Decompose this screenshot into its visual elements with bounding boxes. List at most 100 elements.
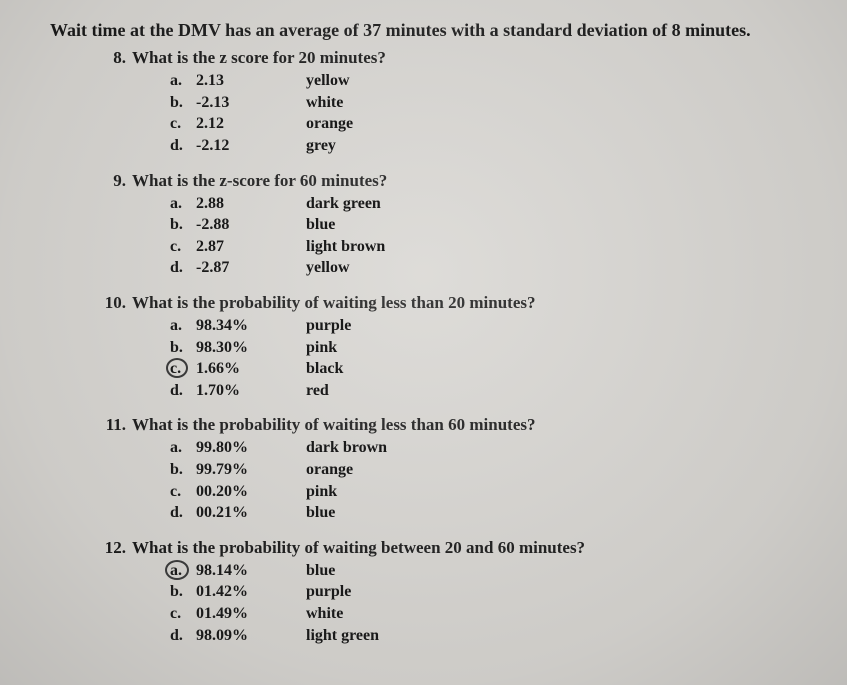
option-value: -2.12 bbox=[196, 135, 306, 157]
option-value: 2.88 bbox=[196, 193, 306, 215]
question-row: 8.What is the z score for 20 minutes? bbox=[104, 48, 817, 68]
option-row: b.01.42%purple bbox=[170, 581, 817, 603]
option-value: -2.87 bbox=[196, 257, 306, 279]
options-list: a.99.80%dark brownb.99.79%orangec.00.20%… bbox=[170, 437, 817, 523]
option-color: red bbox=[306, 380, 329, 402]
question-number: 8. bbox=[104, 48, 132, 68]
option-row: c.01.49%white bbox=[170, 603, 817, 625]
option-letter: a. bbox=[170, 437, 196, 459]
option-value: 01.42% bbox=[196, 581, 306, 603]
question-row: 9.What is the z-score for 60 minutes? bbox=[104, 171, 817, 191]
options-list: a.2.13yellowb.-2.13whitec.2.12oranged.-2… bbox=[170, 70, 817, 156]
question-text: What is the z-score for 60 minutes? bbox=[132, 171, 387, 191]
option-value: 01.49% bbox=[196, 603, 306, 625]
option-row: c.2.12orange bbox=[170, 113, 817, 135]
option-value: 98.34% bbox=[196, 315, 306, 337]
question-block: 9.What is the z-score for 60 minutes?a.2… bbox=[50, 171, 817, 279]
question-block: 10.What is the probability of waiting le… bbox=[50, 293, 817, 401]
option-letter: c. bbox=[170, 358, 196, 380]
intro-text: Wait time at the DMV has an average of 3… bbox=[50, 18, 817, 42]
option-color: yellow bbox=[306, 257, 350, 279]
option-row: d.00.21%blue bbox=[170, 502, 817, 524]
option-color: blue bbox=[306, 560, 335, 582]
question-text: What is the probability of waiting less … bbox=[132, 415, 535, 435]
option-row: c.1.66%black bbox=[170, 358, 817, 380]
option-color: pink bbox=[306, 337, 337, 359]
option-value: 00.21% bbox=[196, 502, 306, 524]
option-row: d.1.70%red bbox=[170, 380, 817, 402]
option-letter: a. bbox=[170, 70, 196, 92]
option-letter: d. bbox=[170, 502, 196, 524]
option-row: c.00.20%pink bbox=[170, 481, 817, 503]
option-value: 98.14% bbox=[196, 560, 306, 582]
option-color: pink bbox=[306, 481, 337, 503]
option-value: 2.13 bbox=[196, 70, 306, 92]
option-color: orange bbox=[306, 459, 353, 481]
option-row: b.98.30%pink bbox=[170, 337, 817, 359]
option-color: purple bbox=[306, 315, 351, 337]
option-letter: a. bbox=[170, 560, 196, 582]
question-text: What is the probability of waiting betwe… bbox=[132, 538, 585, 558]
option-letter: b. bbox=[170, 459, 196, 481]
question-text: What is the probability of waiting less … bbox=[132, 293, 535, 313]
options-list: a.2.88dark greenb.-2.88bluec.2.87light b… bbox=[170, 193, 817, 279]
option-value: 99.79% bbox=[196, 459, 306, 481]
question-block: 11.What is the probability of waiting le… bbox=[50, 415, 817, 523]
option-letter: a. bbox=[170, 315, 196, 337]
option-color: yellow bbox=[306, 70, 350, 92]
option-letter: d. bbox=[170, 257, 196, 279]
option-value: 98.30% bbox=[196, 337, 306, 359]
option-letter: c. bbox=[170, 113, 196, 135]
question-number: 10. bbox=[104, 293, 132, 313]
option-color: light brown bbox=[306, 236, 385, 258]
option-color: black bbox=[306, 358, 343, 380]
option-letter: c. bbox=[170, 603, 196, 625]
option-color: purple bbox=[306, 581, 351, 603]
option-color: blue bbox=[306, 214, 335, 236]
options-list: a.98.34%purpleb.98.30%pinkc.1.66%blackd.… bbox=[170, 315, 817, 401]
option-row: c.2.87light brown bbox=[170, 236, 817, 258]
question-number: 11. bbox=[104, 415, 132, 435]
option-letter: d. bbox=[170, 380, 196, 402]
option-color: orange bbox=[306, 113, 353, 135]
option-row: d.-2.87yellow bbox=[170, 257, 817, 279]
option-row: b.99.79%orange bbox=[170, 459, 817, 481]
option-letter: c. bbox=[170, 481, 196, 503]
option-value: -2.88 bbox=[196, 214, 306, 236]
option-letter: d. bbox=[170, 135, 196, 157]
option-color: light green bbox=[306, 625, 379, 647]
question-text: What is the z score for 20 minutes? bbox=[132, 48, 386, 68]
option-letter: b. bbox=[170, 214, 196, 236]
option-letter: c. bbox=[170, 236, 196, 258]
option-row: d.98.09%light green bbox=[170, 625, 817, 647]
option-value: 1.70% bbox=[196, 380, 306, 402]
option-row: b.-2.13white bbox=[170, 92, 817, 114]
question-number: 12. bbox=[104, 538, 132, 558]
question-block: 8.What is the z score for 20 minutes?a.2… bbox=[50, 48, 817, 156]
option-color: dark green bbox=[306, 193, 381, 215]
option-value: 00.20% bbox=[196, 481, 306, 503]
question-row: 12.What is the probability of waiting be… bbox=[104, 538, 817, 558]
option-row: d.-2.12grey bbox=[170, 135, 817, 157]
option-letter: b. bbox=[170, 581, 196, 603]
option-letter: a. bbox=[170, 193, 196, 215]
option-value: 98.09% bbox=[196, 625, 306, 647]
option-color: grey bbox=[306, 135, 336, 157]
option-value: 2.87 bbox=[196, 236, 306, 258]
option-value: 2.12 bbox=[196, 113, 306, 135]
option-value: 99.80% bbox=[196, 437, 306, 459]
option-letter: d. bbox=[170, 625, 196, 647]
question-block: 12.What is the probability of waiting be… bbox=[50, 538, 817, 646]
option-color: blue bbox=[306, 502, 335, 524]
question-number: 9. bbox=[104, 171, 132, 191]
question-row: 11.What is the probability of waiting le… bbox=[104, 415, 817, 435]
option-letter: b. bbox=[170, 92, 196, 114]
option-value: 1.66% bbox=[196, 358, 306, 380]
option-value: -2.13 bbox=[196, 92, 306, 114]
option-letter: b. bbox=[170, 337, 196, 359]
option-row: a.2.13yellow bbox=[170, 70, 817, 92]
option-row: a.98.34%purple bbox=[170, 315, 817, 337]
option-color: dark brown bbox=[306, 437, 387, 459]
option-color: white bbox=[306, 92, 343, 114]
options-list: a.98.14%blueb.01.42%purplec.01.49%whited… bbox=[170, 560, 817, 646]
